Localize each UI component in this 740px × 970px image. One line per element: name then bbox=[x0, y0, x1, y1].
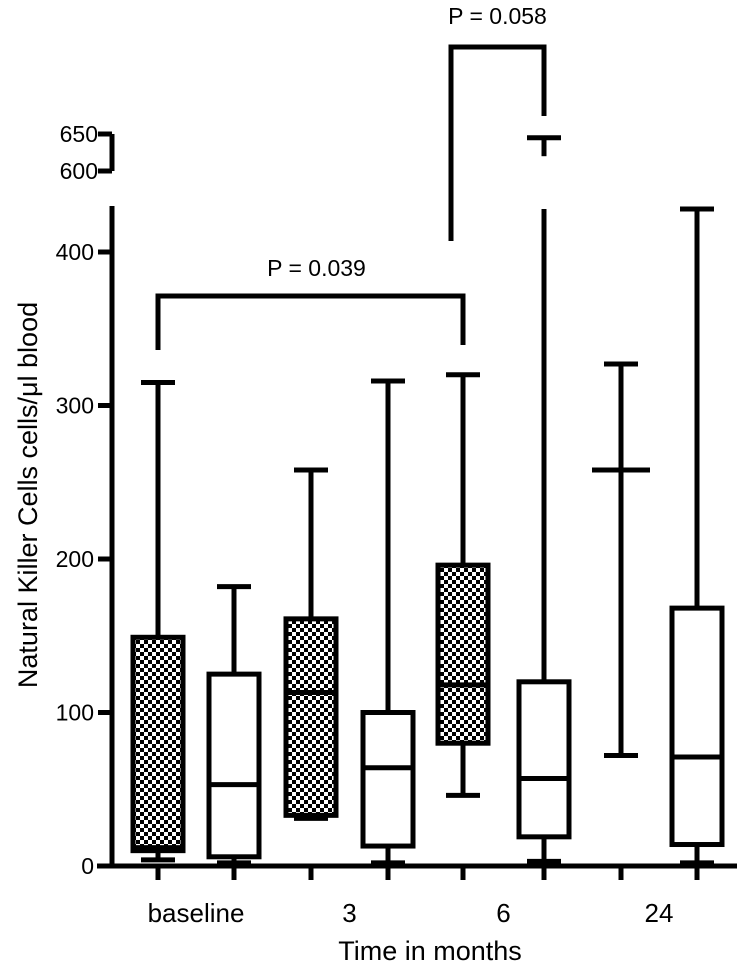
significance-bracket bbox=[448, 44, 547, 241]
p-value-label: P = 0.039 bbox=[267, 255, 366, 281]
box bbox=[130, 634, 186, 854]
box bbox=[516, 679, 572, 840]
category-label: 24 bbox=[645, 898, 674, 928]
box bbox=[435, 562, 491, 746]
y-tick-label: 100 bbox=[56, 700, 94, 726]
significance-bracket bbox=[155, 293, 466, 350]
box bbox=[206, 671, 262, 860]
box bbox=[283, 616, 339, 818]
y-tick-label-upper: 600 bbox=[60, 158, 98, 184]
y-tick-label: 200 bbox=[56, 546, 94, 572]
box bbox=[669, 605, 725, 848]
category-label: 6 bbox=[496, 898, 510, 928]
y-tick-label: 0 bbox=[81, 853, 94, 879]
plot-area: 0 100 200 300 400 600 650 baseline 3 6 24 P = 0.039… bbox=[56, 3, 737, 928]
x-axis-title: Time in months bbox=[338, 936, 522, 966]
y-tick-label: 400 bbox=[56, 239, 94, 265]
p-value-label: P = 0.058 bbox=[448, 3, 547, 29]
y-axis-title: Natural Killer Cells cells/μl blood bbox=[13, 302, 43, 688]
category-label: 3 bbox=[342, 898, 356, 928]
y-tick-label: 300 bbox=[56, 393, 94, 419]
box bbox=[360, 710, 416, 849]
y-tick-label-upper: 650 bbox=[60, 121, 98, 147]
category-label: baseline bbox=[148, 898, 245, 928]
